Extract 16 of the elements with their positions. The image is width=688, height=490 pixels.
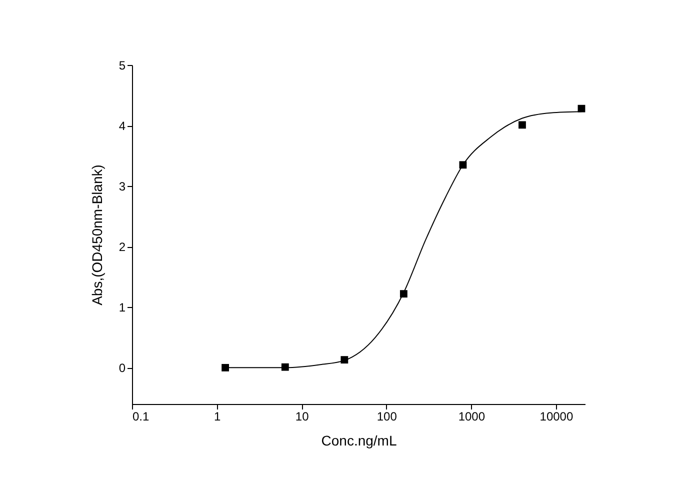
point (518, 121, 526, 129)
y-tick-label: 4 (118, 119, 126, 134)
x-tick-label: 1 (214, 410, 221, 424)
y-tick-label: 2 (118, 240, 126, 254)
x-tick-label: 100 (376, 410, 398, 424)
y-tick-label: 3 (118, 180, 126, 194)
y-tick-label: 0 (118, 361, 126, 376)
x-tick-label: 0.1 (132, 410, 150, 424)
x-axis-title: Conc.ng/mL (321, 432, 397, 448)
point (222, 364, 230, 372)
y-axis-title: Abs,(OD450nm-Blank) (88, 164, 105, 306)
x-tick-label: 10000 (540, 410, 574, 424)
y-tick-label: 5 (118, 58, 126, 72)
y-tick-label: 1 (118, 300, 126, 315)
x-tick-label: 1000 (458, 410, 486, 424)
x-tick-label: 10 (295, 410, 310, 424)
